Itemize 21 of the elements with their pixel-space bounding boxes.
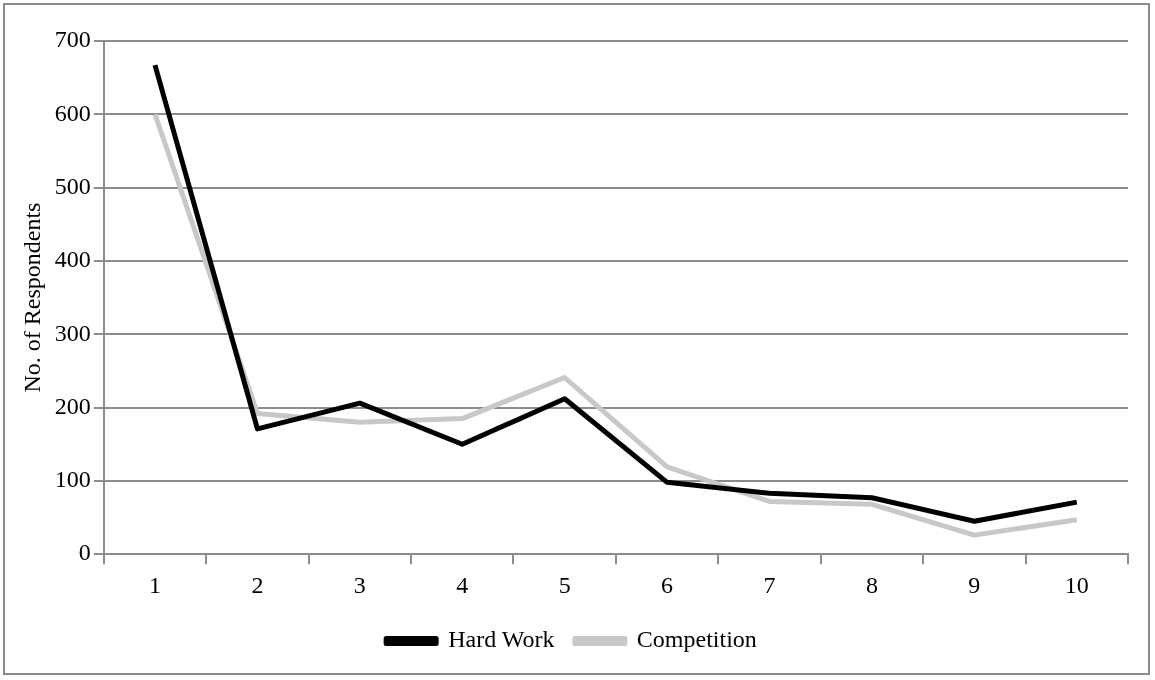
y-tick-label: 500 <box>54 172 91 199</box>
x-tick-label: 3 <box>353 571 366 598</box>
y-tick-label: 100 <box>54 466 91 493</box>
x-tick-label: 8 <box>865 571 878 598</box>
y-tick-label: 400 <box>54 246 91 273</box>
y-axis-title: No. of Respondents <box>18 202 45 393</box>
legend-label: Competition <box>636 626 757 653</box>
x-tick-label: 10 <box>1064 571 1089 598</box>
y-tick-label: 600 <box>54 99 91 126</box>
y-tick-label: 200 <box>54 392 91 419</box>
x-tick-label: 9 <box>968 571 981 598</box>
x-tick-label: 5 <box>558 571 571 598</box>
y-tick-label: 700 <box>54 26 91 53</box>
x-tick-label: 1 <box>149 571 162 598</box>
y-tick-label: 300 <box>54 319 91 346</box>
y-tick-label: 0 <box>78 539 91 566</box>
legend-label: Hard Work <box>448 626 555 653</box>
x-tick-label: 6 <box>661 571 674 598</box>
x-tick-label: 2 <box>251 571 264 598</box>
x-tick-label: 7 <box>763 571 776 598</box>
x-tick-label: 4 <box>456 571 469 598</box>
